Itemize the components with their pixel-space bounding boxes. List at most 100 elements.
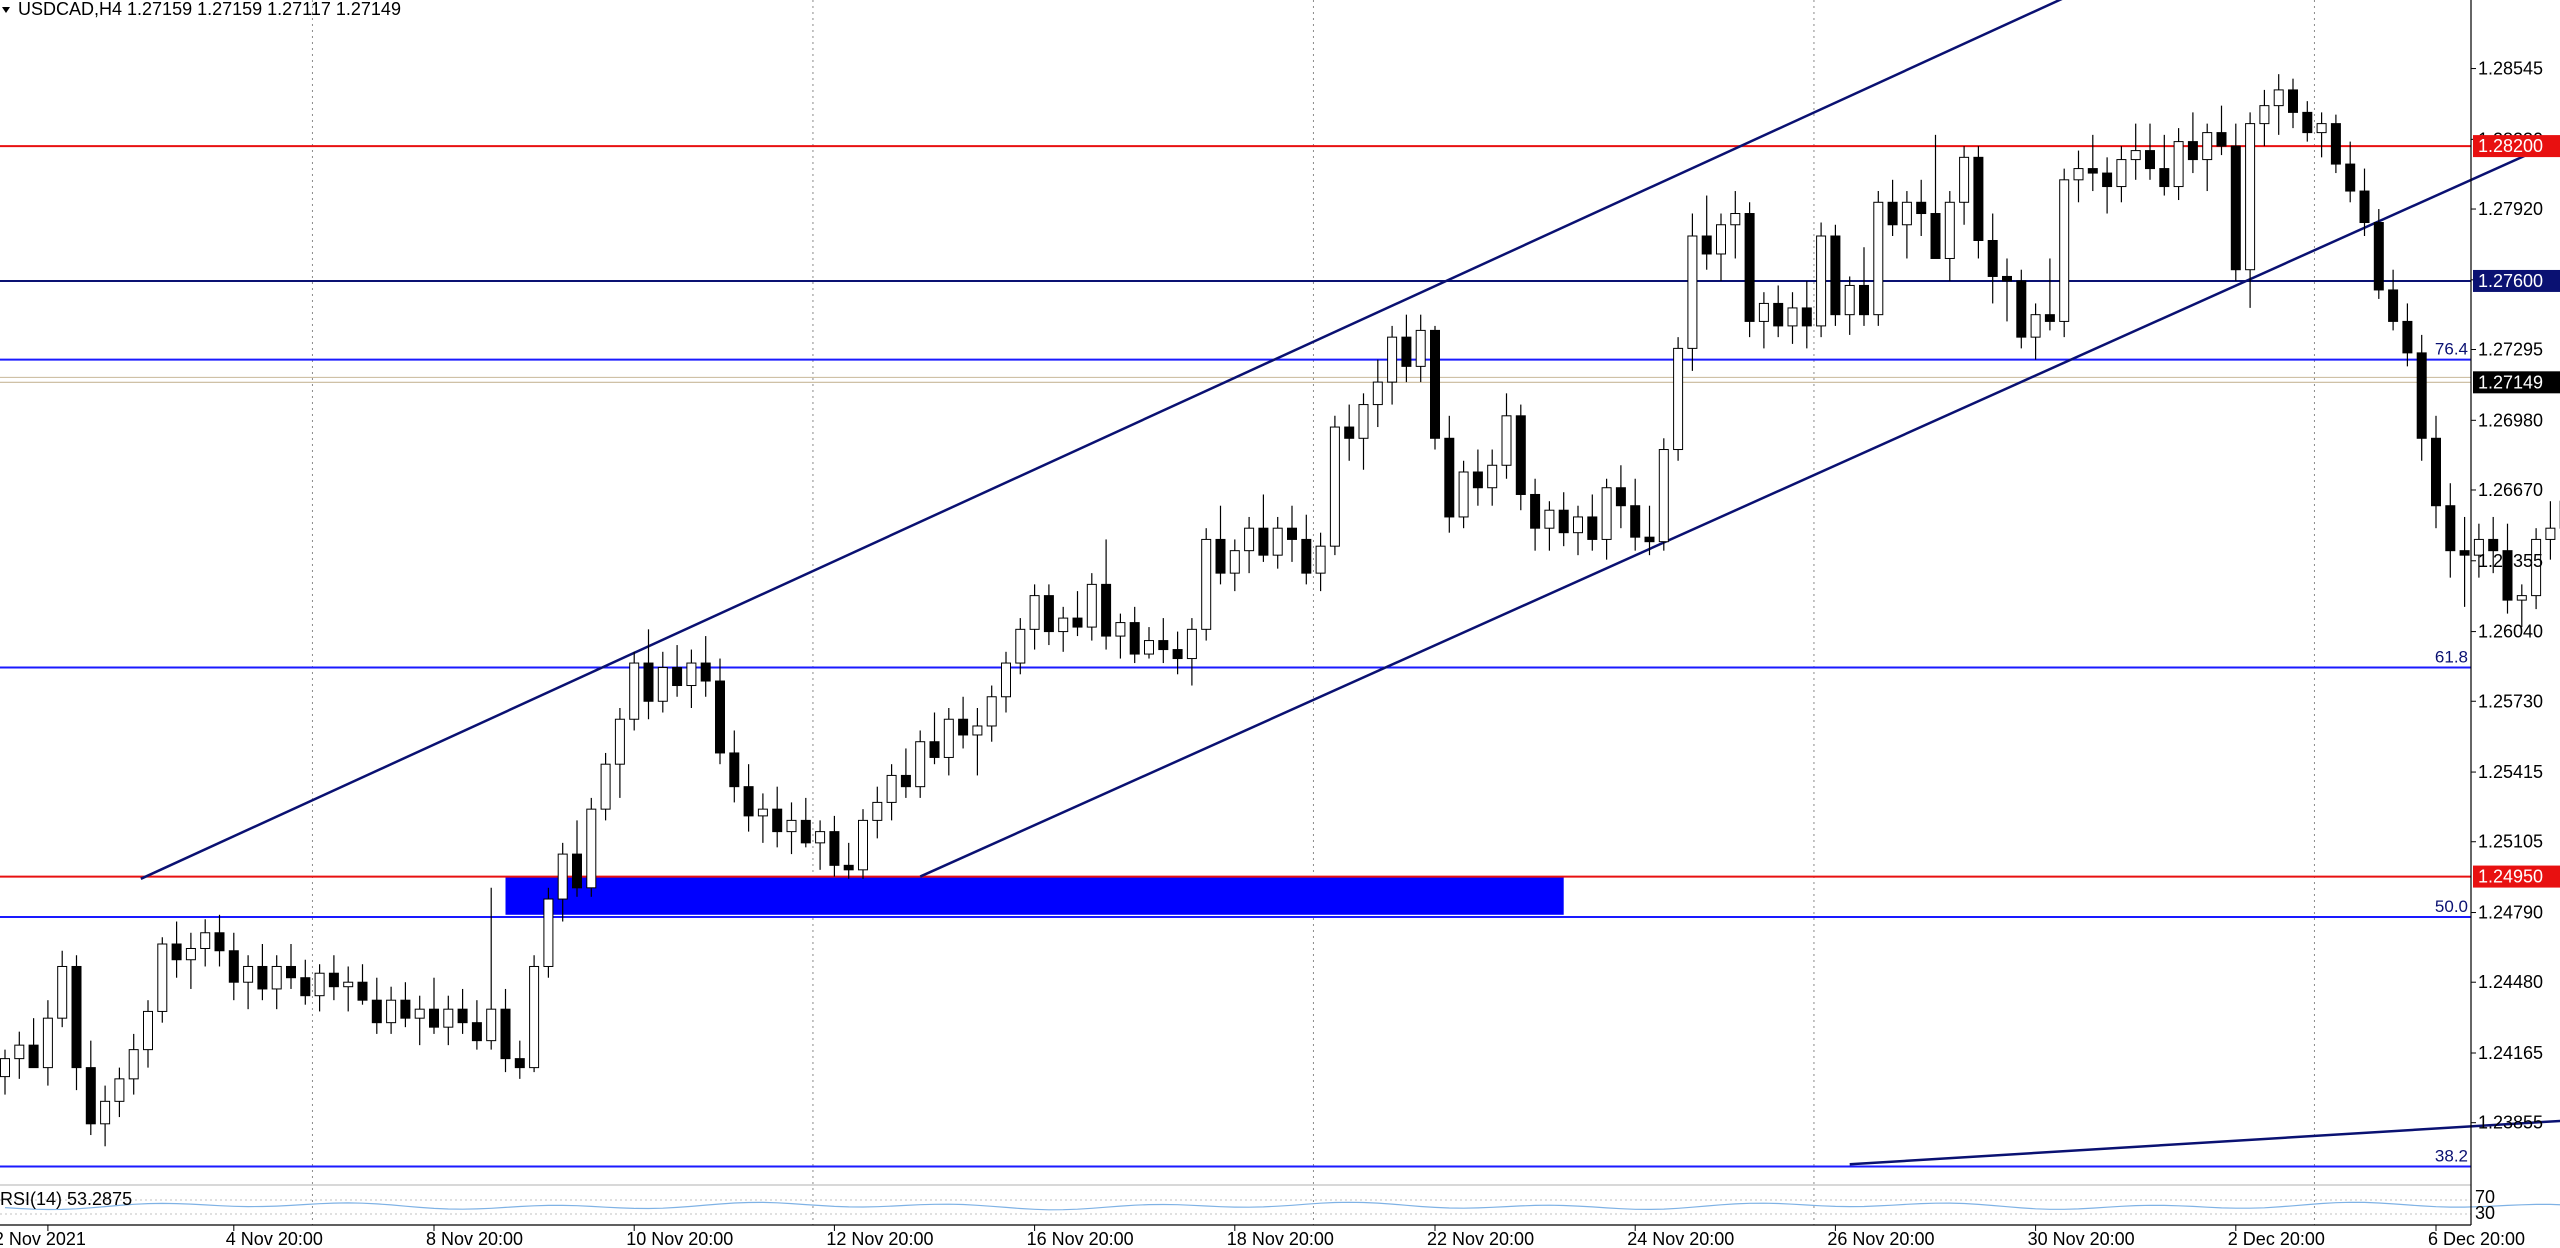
candle-64: [915, 730, 926, 798]
candle-body-92: [1315, 545, 1326, 574]
candle-body-140: [2002, 275, 2012, 282]
candle-body-125: [1787, 307, 1798, 327]
candle-19: [271, 955, 282, 1010]
candle-139: [1987, 213, 1998, 304]
candle-body-127: [1816, 235, 1827, 327]
candle-body-56: [800, 819, 811, 844]
candle-94: [1344, 404, 1355, 461]
y-tick-label-7: 1.26355: [2478, 551, 2543, 571]
candle-body-158: [2259, 105, 2270, 125]
x-tick-label-12: 6 Dec 20:00: [2428, 1229, 2525, 1248]
candle-body-153: [2187, 141, 2198, 161]
candle-117: [1673, 337, 1684, 461]
candle-body-121: [1730, 213, 1741, 226]
candle-105: [1501, 393, 1512, 479]
candle-body-6: [85, 1067, 96, 1125]
candle-body-83: [1186, 628, 1197, 660]
y-tick-label-14: 1.24165: [2478, 1043, 2543, 1063]
candle-56: [800, 797, 811, 848]
candle-172: [2459, 516, 2470, 607]
rsi-scale-30: 30: [2475, 1203, 2495, 1223]
candle-body-147: [2102, 172, 2113, 188]
candle-84: [1201, 528, 1212, 641]
candle-99: [1415, 314, 1426, 383]
candle-162: [2316, 112, 2327, 158]
candle-126: [1801, 280, 1812, 349]
candle-82: [1172, 631, 1183, 675]
candle-34: [486, 887, 497, 1050]
candle-body-168: [2402, 320, 2413, 354]
candle-135: [1930, 134, 1941, 259]
candle-123: [1758, 292, 1769, 349]
candle-body-34: [486, 1008, 497, 1042]
x-tick-label-9: 26 Nov 20:00: [1827, 1229, 1934, 1248]
fibonacci-levels[interactable]: 76.4 61.8 50.0 38.2: [0, 340, 2471, 1168]
candle-72: [1029, 584, 1040, 650]
candle-163: [2330, 114, 2341, 174]
candle-body-61: [872, 801, 883, 821]
candle-body-106: [1515, 415, 1526, 495]
candle-146: [2087, 134, 2098, 192]
candle-body-40: [572, 853, 582, 889]
candle-body-78: [1115, 622, 1126, 637]
candle-87: [1244, 516, 1255, 574]
candle-171: [2445, 483, 2456, 578]
candle-160: [2288, 78, 2298, 129]
candle-body-55: [786, 819, 797, 833]
candle-141: [2016, 269, 2027, 349]
price-tag-bg-1: [2473, 269, 2560, 292]
candle-69: [986, 685, 997, 742]
candle-body-77: [1101, 583, 1112, 637]
candle-127: [1816, 222, 1827, 338]
candle-body-174: [2488, 538, 2499, 552]
x-tick-label-7: 22 Nov 20:00: [1427, 1229, 1534, 1248]
candle-147: [2102, 157, 2113, 214]
candle-125: [1787, 292, 1798, 344]
candle-176: [2516, 584, 2527, 628]
candle-81: [1158, 618, 1169, 664]
candle-67: [958, 696, 969, 749]
candle-128: [1830, 224, 1841, 326]
candle-body-145: [2073, 168, 2084, 181]
candle-body-178: [2545, 527, 2556, 540]
price-tag-bg-3: [2473, 865, 2560, 888]
trendlines[interactable]: [140, 0, 2560, 1166]
candle-body-131: [1873, 201, 1884, 316]
candle-59: [843, 842, 854, 879]
candle-body-27: [386, 999, 397, 1024]
candle-157: [2245, 112, 2256, 308]
horizontal-levels[interactable]: [0, 145, 2471, 878]
candle-body-126: [1801, 307, 1812, 327]
candle-body-156: [2230, 145, 2241, 271]
candle-body-10: [143, 1010, 153, 1051]
candle-153: [2187, 112, 2198, 174]
candle-body-176: [2516, 595, 2527, 601]
candle-168: [2402, 303, 2413, 367]
x-tick-label-8: 24 Nov 20:00: [1627, 1229, 1734, 1248]
candle-25: [357, 964, 368, 1005]
candle-47: [672, 645, 683, 697]
candle-38: [543, 887, 554, 978]
candle-39: [557, 842, 568, 922]
candle-48: [686, 649, 697, 708]
candle-body-73: [1043, 595, 1054, 633]
candle-body-109: [1558, 509, 1569, 534]
candle-body-139: [1987, 239, 1998, 277]
candle-body-48: [686, 662, 697, 687]
candle-33: [471, 1000, 482, 1050]
candle-9: [128, 1033, 139, 1095]
candle-body-133: [1901, 201, 1912, 226]
candle-body-160: [2288, 89, 2298, 113]
x-tick-label-1: 4 Nov 20:00: [226, 1229, 323, 1248]
x-tick-label-4: 12 Nov 20:00: [826, 1229, 933, 1248]
candle-body-13: [185, 947, 196, 961]
candle-body-65: [929, 741, 940, 758]
candle-body-70: [1001, 662, 1011, 698]
candle-body-134: [1916, 201, 1927, 215]
candle-body-167: [2388, 289, 2399, 322]
candle-58: [829, 815, 840, 877]
candle-102: [1458, 460, 1469, 529]
dropdown-triangle-icon[interactable]: [2, 7, 10, 13]
candle-63: [900, 748, 911, 798]
